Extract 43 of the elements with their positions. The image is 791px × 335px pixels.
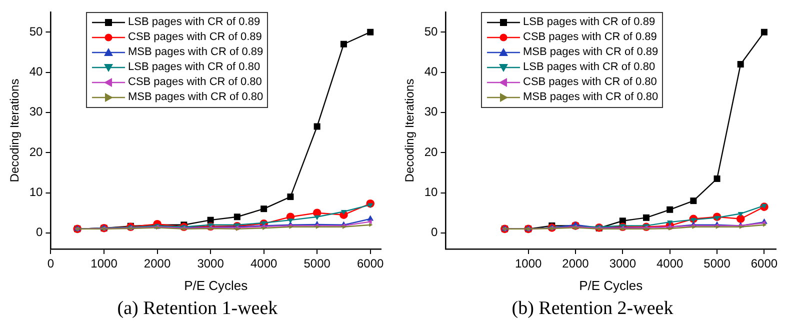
text: (a) Retention 1-week [116,298,279,320]
y-tick-label: 0 [431,225,438,240]
x-tick-label: 2000 [144,256,171,271]
x-tick-label: 1000 [514,256,542,271]
y-tick-label: 30 [424,104,438,119]
legend-label: CSB pages with CR of 0.80 [523,76,657,90]
legend-label: LSB pages with CR of 0.80 [523,60,656,74]
x-tick-label: 4000 [250,256,278,271]
y-tick-label: 30 [29,104,44,119]
x-tick-label: 1000 [90,256,118,271]
legend-label: LSB pages with CR of 0.89 [128,16,260,30]
legend-label: LSB pages with CR of 0.89 [523,16,656,30]
legend-label: MSB pages with CR of 0.80 [523,90,658,104]
y-tick-label: 20 [29,144,44,159]
y-axis-title: Decoding Iterations [402,78,417,182]
y-tick-label: 10 [424,185,438,200]
x-tick-label: 5000 [704,256,731,271]
legend-label: MSB pages with CR of 0.80 [128,90,264,104]
y-tick-label: 10 [29,185,44,200]
legend-label: CSB pages with CR of 0.80 [128,76,262,90]
x-tick-label: 3000 [197,256,224,271]
y-axis-title: Decoding Iterations [8,78,22,182]
legend-label: LSB pages with CR of 0.80 [128,60,260,74]
x-axis-title: P/E Cycles [579,278,644,293]
legend-label: MSB pages with CR of 0.89 [523,46,658,60]
x-axis-title: P/E Cycles [184,278,248,293]
y-tick-label: 50 [29,24,44,38]
x-tick-label: 5000 [304,256,331,271]
legend-label: CSB pages with CR of 0.89 [128,30,262,44]
legend-label: CSB pages with CR of 0.89 [523,30,657,44]
legend-label: MSB pages with CR of 0.89 [128,46,264,60]
y-tick-label: 20 [424,144,438,159]
text: (b) Retention 2-week [510,298,674,320]
y-tick-label: 40 [29,64,44,79]
x-tick-label: 6000 [356,256,384,271]
x-tick-label: 6000 [750,256,778,271]
x-tick-label: 0 [47,256,54,271]
y-tick-label: 0 [36,225,44,240]
x-tick-label: 3000 [609,256,636,271]
y-tick-label: 50 [424,24,438,38]
y-tick-label: 40 [424,64,438,79]
x-tick-label: 2000 [562,256,590,271]
x-tick-label: 4000 [656,256,684,271]
